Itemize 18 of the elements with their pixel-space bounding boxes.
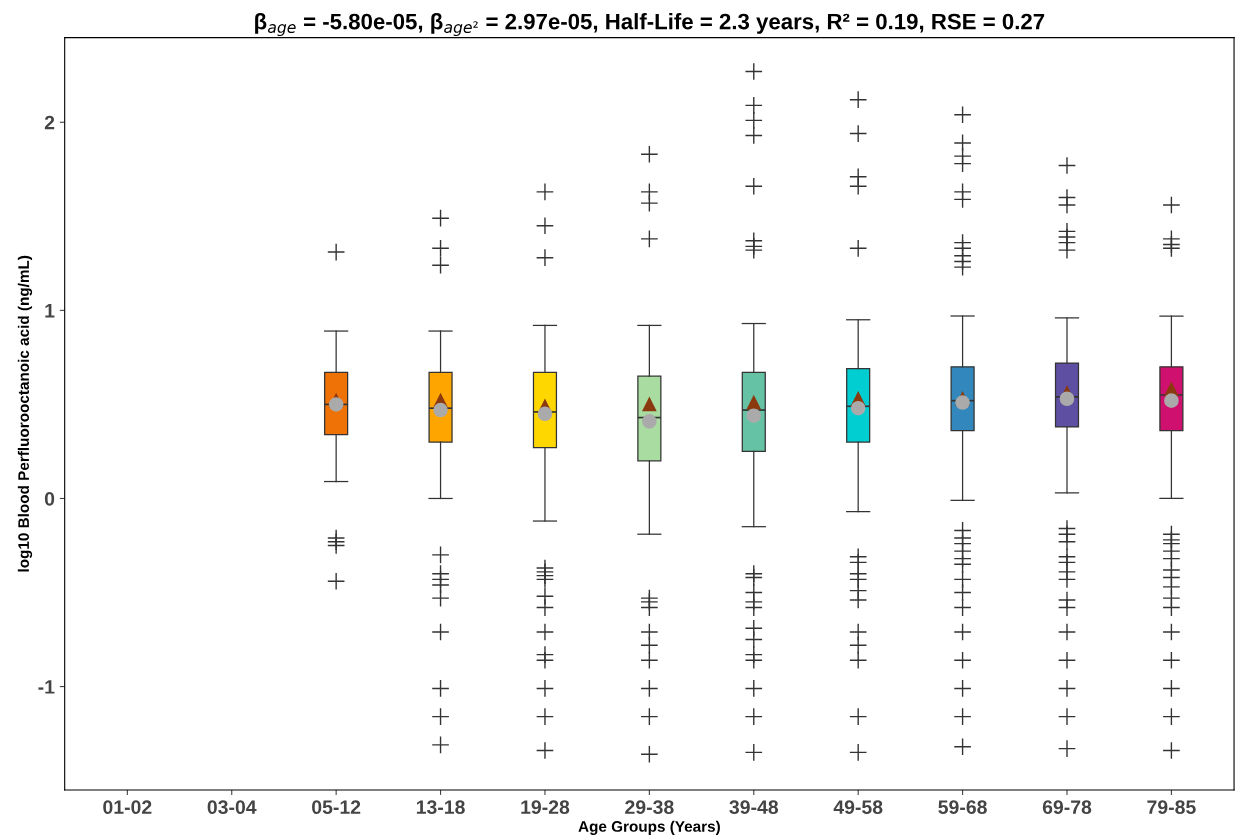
x-tick-label: 49-58: [833, 800, 883, 815]
x-tick-label: 01-02: [103, 800, 152, 815]
x-tick-label: 39-48: [729, 800, 779, 815]
x-tick-label: 03-04: [207, 800, 257, 815]
y-tick-label: 0: [44, 491, 55, 506]
x-axis-title: Age Groups (Years): [578, 820, 720, 835]
x-tick-label: 19-28: [521, 800, 570, 815]
x-tick-label: 13-18: [416, 800, 465, 815]
x-tick-label: 69-78: [1042, 800, 1092, 815]
chart-title: β$_{age}$ = -5.80e-05, β$_{age²}$ = 2.97e-05, Half-Life = 2.3 years, R² = 0.19, RSE = 0.27: [255, 13, 1045, 37]
x-tick-label: 05-12: [312, 800, 361, 815]
y-tick-label: 2: [44, 115, 55, 130]
x-tick-label: 59-68: [938, 800, 987, 815]
y-axis-title: log10 Blood Perfluorooctanoic acid (ng/mL): [17, 255, 33, 572]
x-tick-label: 29-38: [625, 800, 674, 815]
y-tick-label: 1: [45, 304, 55, 318]
y-tick-label: -1: [38, 680, 55, 694]
x-tick-label: 79-85: [1147, 800, 1196, 815]
